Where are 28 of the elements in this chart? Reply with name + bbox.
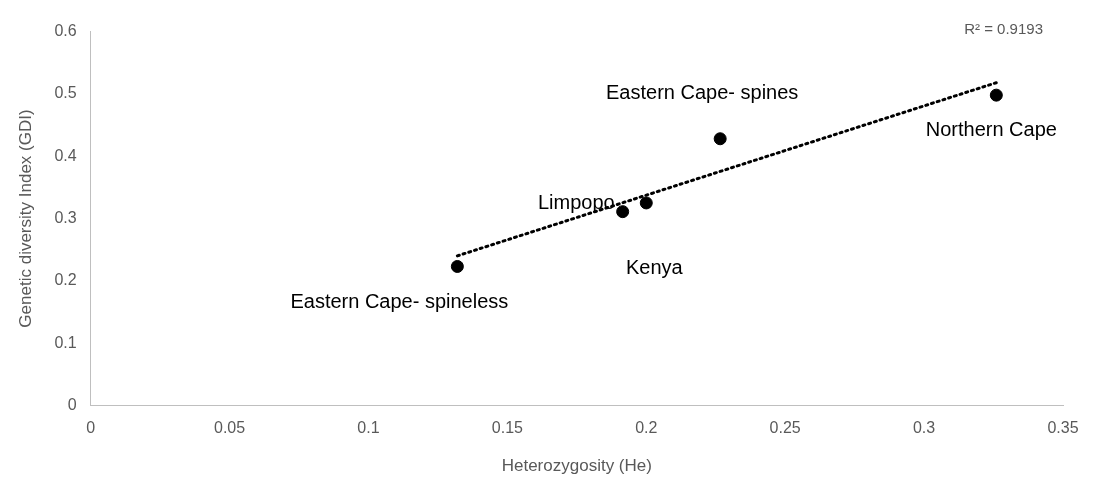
annotation: Eastern Cape- spineless bbox=[290, 289, 509, 312]
annotation: R² = 0.9193 bbox=[964, 20, 1043, 38]
annotation: Northern Cape bbox=[925, 117, 1057, 140]
y-tick-label: 0.6 bbox=[54, 22, 77, 40]
annotation: Eastern Cape- spines bbox=[606, 81, 799, 104]
x-tick-label: 0.3 bbox=[912, 419, 936, 437]
x-tick-label: 0.15 bbox=[491, 419, 524, 437]
x-tick-label: 0.25 bbox=[769, 419, 801, 437]
point bbox=[616, 205, 630, 219]
y-tick-label: 0.3 bbox=[54, 208, 77, 226]
x-tick-label: 0.2 bbox=[635, 419, 658, 437]
annotation: Limpopo bbox=[537, 191, 615, 214]
point bbox=[713, 132, 727, 146]
y-tick-label: 0.5 bbox=[54, 84, 77, 102]
y-tick-label: 0 bbox=[67, 395, 77, 413]
x-tick-label: 0.05 bbox=[213, 419, 246, 437]
y-axis-title: Genetic diversity Index (GDI) bbox=[15, 109, 35, 328]
y-tick-label: 0.1 bbox=[54, 333, 77, 351]
annotation: Kenya bbox=[625, 256, 684, 279]
y-tick-label: 0.2 bbox=[54, 271, 77, 289]
point bbox=[450, 259, 464, 273]
point bbox=[989, 88, 1003, 102]
x-tick-label: 0.1 bbox=[357, 419, 380, 437]
x-axis-title: Heterozygosity (He) bbox=[501, 456, 652, 476]
x-tick-label: 0 bbox=[86, 419, 96, 437]
y-tick-label: 0.4 bbox=[54, 146, 77, 164]
x-tick-label: 0.35 bbox=[1047, 419, 1079, 437]
point bbox=[639, 196, 653, 210]
